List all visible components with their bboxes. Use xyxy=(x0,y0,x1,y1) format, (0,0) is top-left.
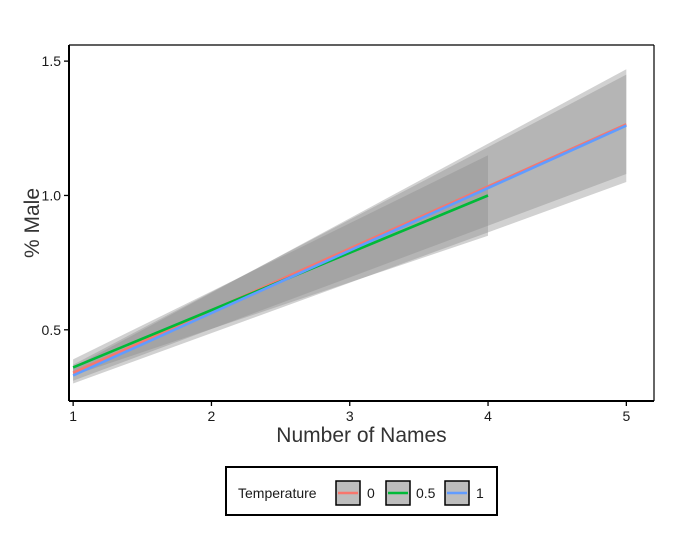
y-axis-title: % Male xyxy=(21,188,44,258)
y-tick-label-1.5: 1.5 xyxy=(42,53,62,69)
x-tick-label-5: 5 xyxy=(622,408,630,424)
confidence-bands xyxy=(73,69,627,384)
x-axis: 1 2 3 4 5 xyxy=(69,401,630,424)
ci-band-1 xyxy=(73,69,627,384)
x-tick-label-4: 4 xyxy=(484,408,492,424)
series-lines xyxy=(72,123,627,377)
series-line-0 xyxy=(72,123,627,374)
y-tick-label-1.0: 1.0 xyxy=(42,187,62,203)
y-axis: 0.5 1.0 1.5 xyxy=(42,53,69,338)
x-tick-label-2: 2 xyxy=(208,408,216,424)
ci-band-0.5 xyxy=(73,155,488,376)
legend-label-0: 0 xyxy=(367,485,375,501)
series-line-1 xyxy=(72,124,627,377)
legend-key-0.5 xyxy=(385,480,411,506)
x-tick-label-3: 3 xyxy=(346,408,354,424)
legend-title: Temperature xyxy=(238,485,317,501)
legend-label-0.5: 0.5 xyxy=(416,485,436,501)
legend-key-1 xyxy=(444,480,470,506)
legend-label-1: 1 xyxy=(476,485,484,501)
legend: Temperature 0 0.5 1 xyxy=(225,466,498,516)
ci-band-0 xyxy=(73,74,627,381)
legend-key-0 xyxy=(335,480,361,506)
x-axis-title: Number of Names xyxy=(276,424,446,447)
y-tick-label-0.5: 0.5 xyxy=(42,322,62,338)
x-tick-label-1: 1 xyxy=(69,408,77,424)
